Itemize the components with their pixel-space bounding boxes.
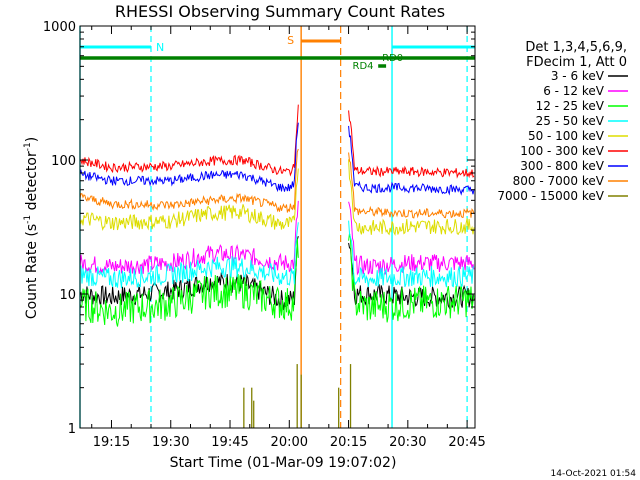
y-axis-label-sup1: -1 [23,215,33,224]
x-tick-label: 20:30 [389,435,426,450]
y-axis-label: Count Rate (s-1 detector-1) [23,137,40,319]
series-line-2-seg0 [79,238,299,327]
y-tick-label: 10 [59,288,76,303]
y-tick-label: 1000 [43,20,76,35]
y-tick-label: 1 [68,422,76,437]
series-line-0-seg0 [79,236,299,311]
y-axis-label-part1: Count Rate (s [24,224,40,319]
legend-label: 50 - 100 keV [528,129,605,143]
legend-label: 3 - 6 keV [551,69,605,83]
series-line-5-seg0 [79,104,299,177]
y-axis-label-part2: detector [24,151,40,215]
axes: 1 10 100 1000 19:15 19:30 19:45 20:00 20:15 20:30… [43,20,486,450]
x-tick-label: 19:30 [152,435,189,450]
legend-label: 7000 - 15000 keV [497,189,604,203]
series-line-4-seg1 [348,159,475,236]
legend-label: 12 - 25 keV [536,99,605,113]
legend-header-line1: Det 1,3,4,5,6,9, [525,40,627,55]
series-line-3-seg1 [348,220,475,288]
series-layer [79,104,475,428]
legend-label: 25 - 50 keV [536,114,605,128]
observing-flags: N S RD0 RD4 [79,26,475,428]
legend-header-line2: FDecim 1, Att 0 [526,55,627,70]
series-line-5-seg1 [348,110,475,179]
series-line-3-seg0 [79,222,299,289]
series-line-1-seg1 [348,201,475,276]
y-tick-label: 100 [51,154,76,169]
x-tick-label: 20:15 [330,435,367,450]
series-line-6-seg1 [348,125,475,196]
y-axis-label-sup2: -1 [23,142,33,151]
y-axis-label-part3: ) [24,137,40,142]
series-line-7-seg1 [348,152,475,219]
rd4-label: RD4 [353,61,374,72]
saa-label: S [287,34,294,47]
x-tick-label: 19:15 [93,435,130,450]
chart-title: RHESSI Observing Summary Count Rates [115,2,445,21]
legend-label: 6 - 12 keV [543,84,605,98]
plot-frame [79,25,476,429]
x-tick-label: 19:45 [211,435,248,450]
legend-label: 800 - 7000 keV [513,174,605,188]
rd0-label: RD0 [382,53,403,64]
series-line-1-seg0 [79,200,299,275]
night-label: N [156,41,164,54]
series-line-2-seg1 [348,233,475,323]
x-tick-label: 20:45 [448,435,485,450]
legend-label: 300 - 800 keV [520,159,604,173]
x-tick-label: 20:00 [271,435,308,450]
footer-timestamp: 14-Oct-2021 01:54 [551,469,637,479]
series-line-7-seg0 [79,148,299,213]
series-line-4-seg0 [79,168,299,232]
legend-label: 100 - 300 keV [520,144,604,158]
legend: Det 1,3,4,5,6,9, FDecim 1, Att 0 3 - 6 k… [497,40,628,203]
x-axis-label: Start Time (01-Mar-09 19:07:02) [170,455,397,471]
series-line-6-seg0 [79,122,299,193]
